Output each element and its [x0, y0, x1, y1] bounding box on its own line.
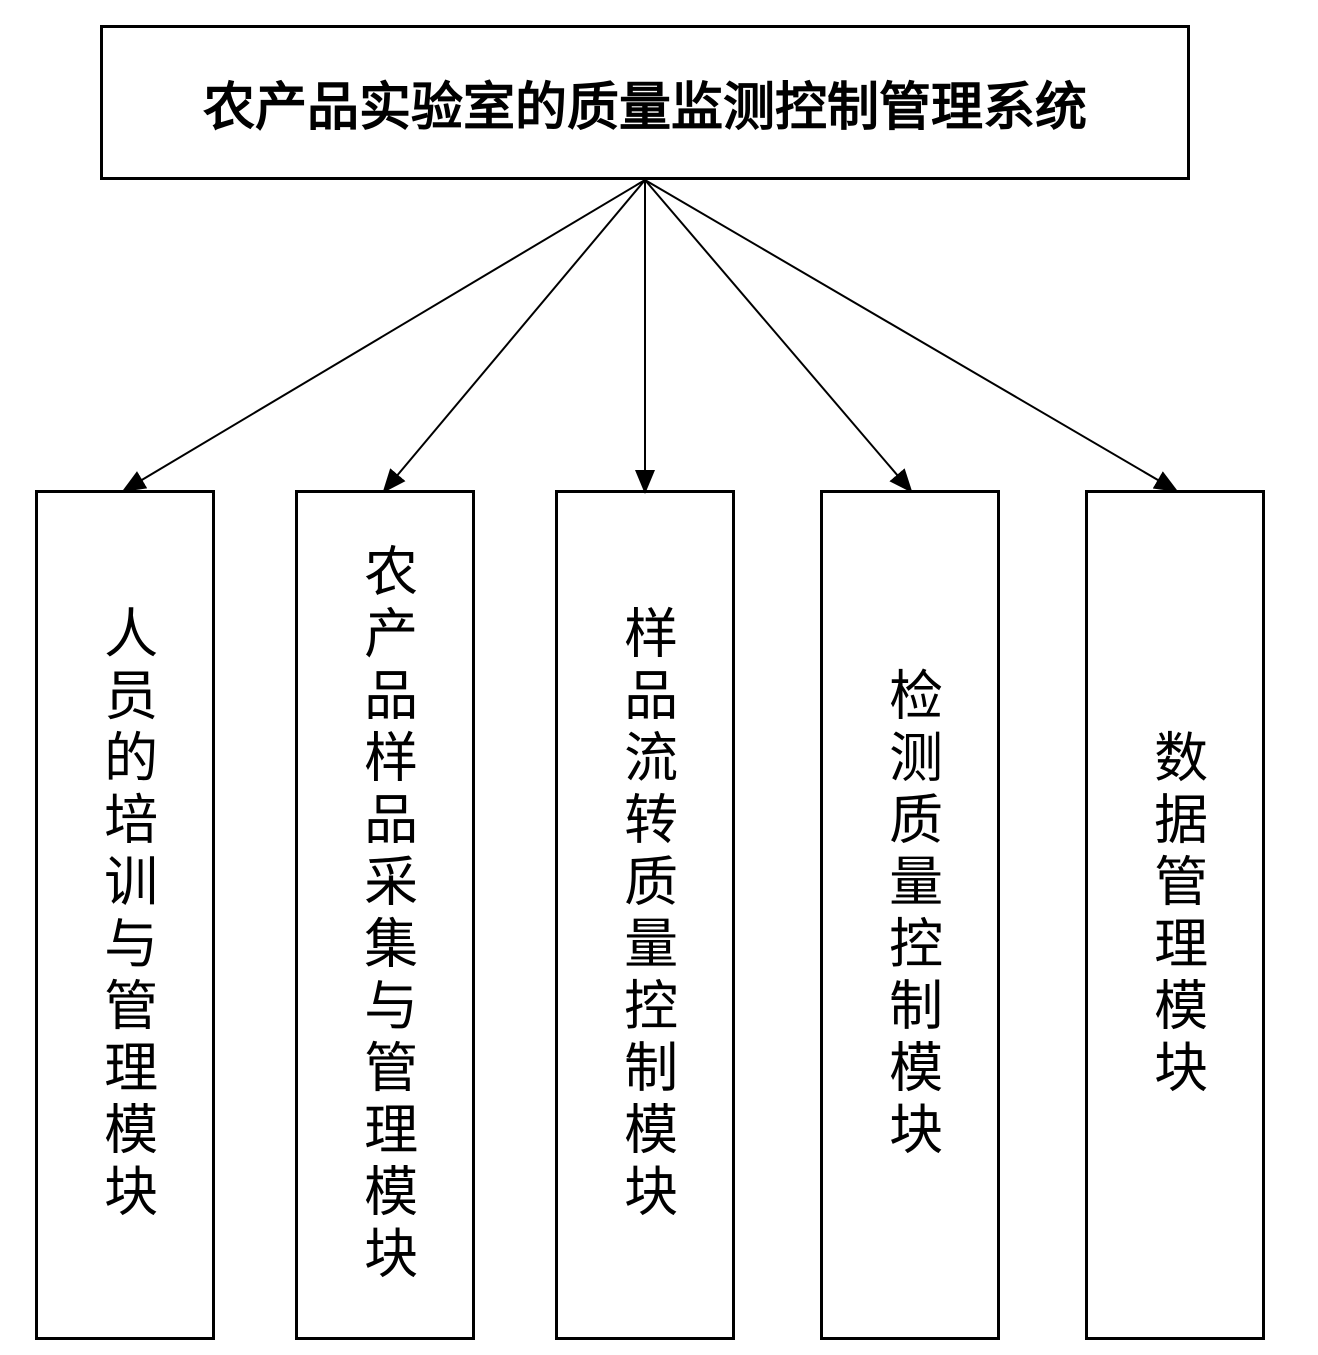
- child-node-sample-collection: 农产品样品采集与管理模块: [295, 490, 475, 1340]
- tree-diagram: 农产品实验室的质量监测控制管理系统 人员的培训与管理模块 农产品样品采集与管理模…: [0, 0, 1318, 1355]
- child-node-detection-quality: 检测质量控制模块: [820, 490, 1000, 1340]
- child-node-label: 样品流转质量控制模块: [596, 605, 693, 1225]
- child-node-data-management: 数据管理模块: [1085, 490, 1265, 1340]
- root-node-label: 农产品实验室的质量监测控制管理系统: [203, 65, 1087, 140]
- child-node-sample-circulation: 样品流转质量控制模块: [555, 490, 735, 1340]
- child-node-personnel-training: 人员的培训与管理模块: [35, 490, 215, 1340]
- child-node-label: 农产品样品采集与管理模块: [336, 543, 433, 1287]
- root-node: 农产品实验室的质量监测控制管理系统: [100, 25, 1190, 180]
- child-node-label: 数据管理模块: [1126, 729, 1223, 1101]
- child-node-label: 检测质量控制模块: [861, 667, 958, 1163]
- child-node-label: 人员的培训与管理模块: [76, 605, 173, 1225]
